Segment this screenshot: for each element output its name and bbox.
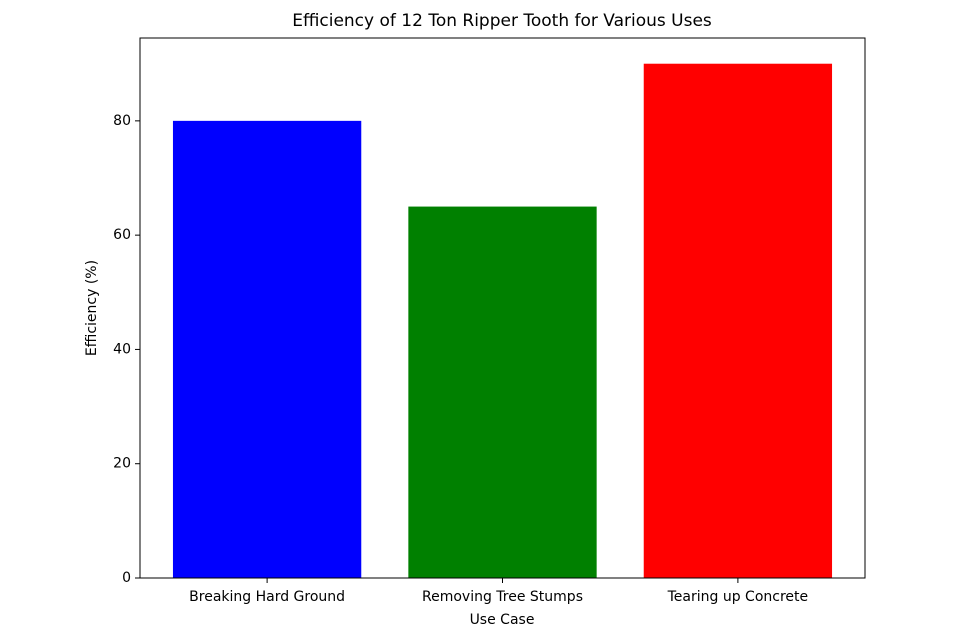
y-tick-label: 20 <box>113 456 131 472</box>
y-axis-label: Efficiency (%) <box>84 260 100 356</box>
bar <box>643 63 833 578</box>
x-tick-label: Breaking Hard Ground <box>189 589 345 605</box>
plot-frame <box>139 37 866 579</box>
x-axis-label: Use Case <box>470 612 535 628</box>
y-tick-label: 80 <box>113 113 131 129</box>
y-tick-label: 0 <box>122 570 131 586</box>
bar <box>172 120 362 578</box>
bar <box>408 206 597 579</box>
chart-title: Efficiency of 12 Ton Ripper Tooth for Va… <box>292 11 712 31</box>
x-tick-label: Removing Tree Stumps <box>422 589 583 605</box>
y-tick-label: 60 <box>113 227 131 243</box>
y-tick-label: 40 <box>113 341 131 357</box>
x-tick-label: Tearing up Concrete <box>667 589 809 605</box>
